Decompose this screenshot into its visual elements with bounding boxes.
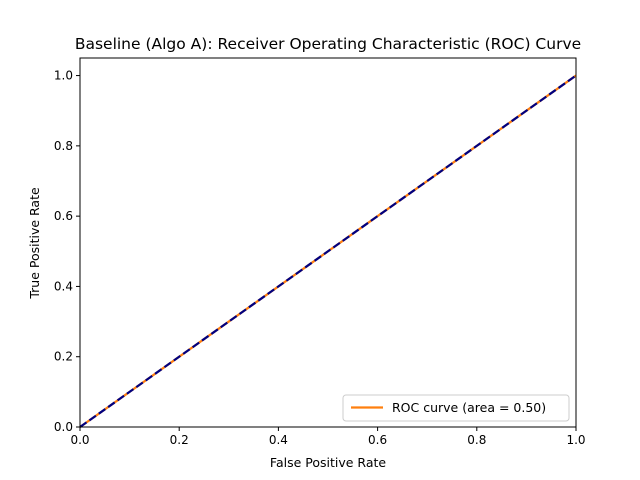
y-tick-label: 0.2	[54, 350, 73, 364]
x-tick-label: 0.8	[467, 433, 486, 447]
y-tick-label: 0.6	[54, 209, 73, 223]
chart-title: Baseline (Algo A): Receiver Operating Ch…	[75, 35, 581, 53]
x-tick-label: 1.0	[566, 433, 585, 447]
y-tick-label: 0.0	[54, 420, 73, 434]
y-axis-label: True Positive Rate	[27, 187, 42, 300]
series-layer	[79, 74, 577, 428]
x-axis-label: False Positive Rate	[270, 455, 386, 470]
y-tick-label: 0.4	[54, 279, 73, 293]
legend-label: ROC curve (area = 0.50)	[392, 400, 546, 415]
y-tick-label: 1.0	[54, 69, 73, 83]
axes-frame	[79, 57, 577, 428]
y-axis-ticks: 0.0 0.2 0.4 0.6 0.8 1.0	[54, 69, 80, 434]
x-tick-label: 0.6	[368, 433, 387, 447]
y-tick-label: 0.8	[54, 139, 73, 153]
legend-box	[342, 394, 570, 422]
x-tick-label: 0.4	[269, 433, 288, 447]
x-tick-label: 0.2	[170, 433, 189, 447]
legend: ROC curve (area = 0.50)	[342, 394, 570, 422]
x-tick-label: 0.0	[70, 433, 89, 447]
chance-diagonal-line	[79, 74, 577, 428]
x-axis-ticks: 0.0 0.2 0.4 0.6 0.8 1.0	[70, 427, 586, 447]
